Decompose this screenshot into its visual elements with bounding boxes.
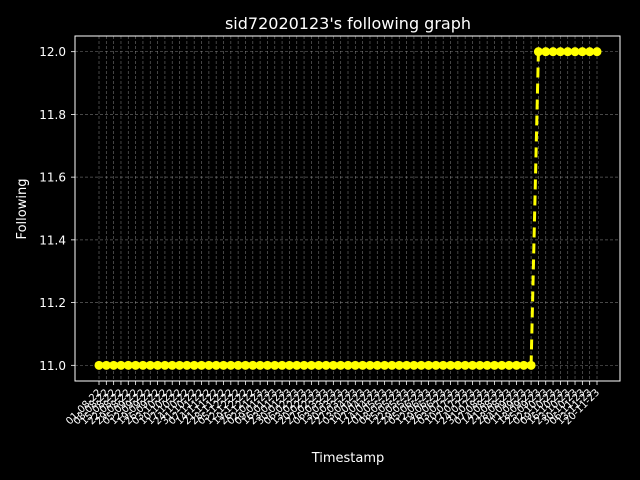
- data-point: [387, 360, 397, 370]
- grid: [75, 36, 620, 381]
- data-point: [563, 47, 573, 57]
- data-point: [343, 360, 353, 370]
- data-point: [262, 360, 272, 370]
- y-tick-label: 11.0: [39, 359, 66, 373]
- data-point: [446, 360, 456, 370]
- data-point: [226, 360, 236, 370]
- data-point: [233, 360, 243, 370]
- data-point: [585, 47, 595, 57]
- data-point: [577, 47, 587, 57]
- data-point: [145, 360, 155, 370]
- data-point: [255, 360, 265, 370]
- y-tick-label: 12.0: [39, 45, 66, 59]
- data-point: [321, 360, 331, 370]
- data-point: [365, 360, 375, 370]
- data-point: [189, 360, 199, 370]
- data-point: [336, 360, 346, 370]
- data-point: [328, 360, 338, 370]
- data-point: [519, 360, 529, 370]
- data-point: [248, 360, 258, 370]
- data-point: [438, 360, 448, 370]
- y-axis-ticks: 11.0 11.2 11.4 11.6 11.8 12.0: [39, 45, 75, 373]
- y-axis-label: Following: [15, 179, 30, 240]
- data-point: [211, 360, 221, 370]
- data-point: [94, 360, 104, 370]
- x-axis-ticks: 01-08-2208-08-2215-08-2222-08-2229-08-22…: [64, 381, 602, 427]
- data-point: [240, 360, 250, 370]
- data-point: [548, 47, 558, 57]
- data-point: [138, 360, 148, 370]
- data-point: [284, 360, 294, 370]
- data-point: [270, 360, 280, 370]
- y-tick-label: 11.6: [39, 171, 66, 185]
- data-point: [453, 360, 463, 370]
- data-point: [299, 360, 309, 370]
- data-point: [533, 47, 543, 57]
- x-axis-label: Timestamp: [311, 451, 385, 466]
- data-point: [350, 360, 360, 370]
- data-point: [182, 360, 192, 370]
- data-point: [380, 360, 390, 370]
- y-tick-label: 11.4: [39, 233, 66, 247]
- data-point: [175, 360, 185, 370]
- data-point: [416, 360, 426, 370]
- data-point: [153, 360, 163, 370]
- data-point: [570, 47, 580, 57]
- data-point: [394, 360, 404, 370]
- data-point: [219, 360, 228, 370]
- data-point: [314, 360, 324, 370]
- y-tick-label: 11.8: [39, 108, 66, 122]
- data-point: [358, 360, 368, 370]
- plot-area-frame: [74, 35, 621, 382]
- data-point: [541, 47, 551, 57]
- data-point: [109, 360, 119, 370]
- data-point: [204, 360, 214, 370]
- y-tick-label: 11.2: [39, 296, 66, 310]
- data-point: [489, 360, 499, 370]
- data-point: [306, 360, 316, 370]
- data-point: [497, 360, 507, 370]
- data-point: [131, 360, 141, 370]
- series-following: [94, 47, 602, 370]
- data-point: [475, 360, 485, 370]
- data-point: [123, 360, 133, 370]
- data-point: [526, 360, 536, 370]
- data-point: [592, 47, 602, 57]
- data-point: [101, 360, 111, 370]
- data-point: [468, 360, 477, 370]
- chart-title: sid72020123's following graph: [225, 14, 471, 33]
- data-point: [116, 360, 126, 370]
- data-point: [431, 360, 441, 370]
- data-point: [409, 360, 419, 370]
- data-point: [167, 360, 177, 370]
- data-point: [372, 360, 382, 370]
- data-point: [482, 360, 492, 370]
- data-point: [197, 360, 207, 370]
- data-point: [424, 360, 434, 370]
- data-point: [504, 360, 514, 370]
- data-point: [277, 360, 287, 370]
- data-point: [460, 360, 470, 370]
- data-point: [555, 47, 565, 57]
- data-point: [511, 360, 521, 370]
- data-point: [160, 360, 170, 370]
- data-point: [402, 360, 412, 370]
- data-point: [292, 360, 302, 370]
